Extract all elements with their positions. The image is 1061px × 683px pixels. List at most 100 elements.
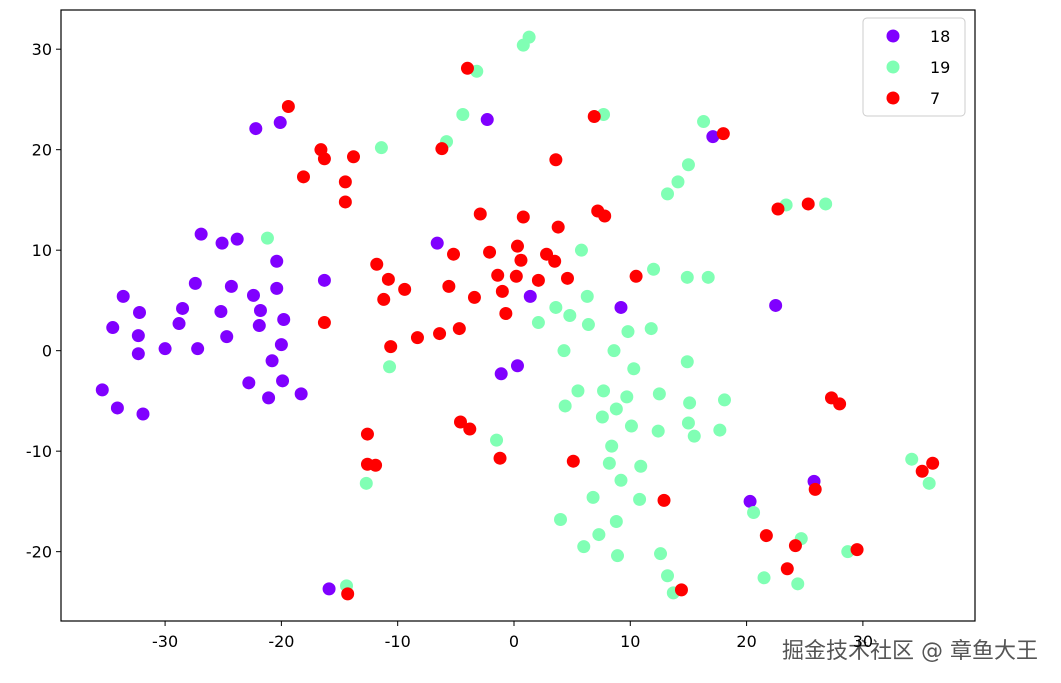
point [191, 342, 205, 356]
point [116, 289, 130, 303]
point [509, 269, 523, 283]
point [230, 232, 244, 246]
point [494, 367, 508, 381]
watermark: 掘金技术社区 @ 章鱼大王 [782, 639, 1038, 664]
point [586, 490, 600, 504]
point [133, 305, 147, 319]
point [674, 583, 688, 597]
point [531, 316, 545, 330]
point [398, 282, 412, 296]
point [657, 493, 671, 507]
point [671, 175, 685, 189]
point [214, 304, 228, 318]
x-tick-label: 10 [620, 632, 640, 651]
point [95, 383, 109, 397]
point [460, 61, 474, 75]
point [598, 209, 612, 223]
point [571, 384, 585, 398]
point [383, 360, 397, 374]
point [554, 513, 568, 527]
point [510, 359, 524, 373]
legend-label: 7 [930, 89, 940, 108]
point [597, 384, 611, 398]
point [808, 482, 822, 496]
point [246, 288, 260, 302]
point [713, 423, 727, 437]
point [681, 416, 695, 430]
point [609, 515, 623, 529]
point [661, 187, 675, 201]
point [706, 130, 720, 144]
x-tick-label: 30 [853, 632, 873, 651]
point [483, 245, 497, 259]
point [680, 270, 694, 284]
y-tick-label: -20 [26, 543, 52, 562]
point [915, 464, 929, 478]
point [359, 476, 373, 490]
point [574, 243, 588, 257]
point [905, 452, 919, 466]
point [194, 227, 208, 241]
point [549, 153, 563, 167]
point [270, 281, 284, 295]
point [681, 158, 695, 172]
point [453, 415, 467, 429]
point [607, 344, 621, 358]
point [687, 429, 701, 443]
point [215, 236, 229, 250]
point [652, 387, 666, 401]
point [360, 427, 374, 441]
point [557, 344, 571, 358]
point [577, 540, 591, 554]
point [516, 210, 530, 224]
point [614, 473, 628, 487]
point [270, 254, 284, 268]
point [683, 396, 697, 410]
point [850, 543, 864, 557]
point [260, 231, 274, 245]
point [491, 268, 505, 282]
point [410, 331, 424, 345]
point [614, 300, 628, 314]
point [456, 108, 470, 122]
point [609, 402, 623, 416]
point [317, 273, 331, 287]
point [322, 582, 336, 596]
point [369, 458, 383, 472]
point [265, 354, 279, 368]
plot-frame [60, 9, 976, 622]
point [560, 271, 574, 285]
point [558, 399, 572, 413]
point [592, 528, 606, 542]
point [480, 113, 494, 127]
point [605, 439, 619, 453]
point [262, 391, 276, 405]
point [435, 142, 449, 156]
point [346, 150, 360, 164]
legend-marker [886, 60, 900, 74]
point [136, 407, 150, 421]
x-tick-label: -20 [268, 632, 294, 651]
point [158, 342, 172, 356]
point [780, 562, 794, 576]
point [274, 338, 288, 352]
point [548, 254, 562, 268]
point [510, 239, 524, 253]
point [430, 236, 444, 250]
point [253, 303, 267, 317]
point [338, 195, 352, 209]
point [771, 202, 785, 216]
point [743, 494, 757, 508]
point [788, 539, 802, 553]
legend-marker [886, 91, 900, 105]
point [317, 152, 331, 166]
point [276, 374, 290, 388]
point [341, 587, 355, 601]
point [566, 454, 580, 468]
y-tick-label: -10 [26, 442, 52, 461]
point [317, 316, 331, 330]
point [801, 197, 815, 211]
point [644, 322, 658, 336]
point [661, 569, 675, 583]
